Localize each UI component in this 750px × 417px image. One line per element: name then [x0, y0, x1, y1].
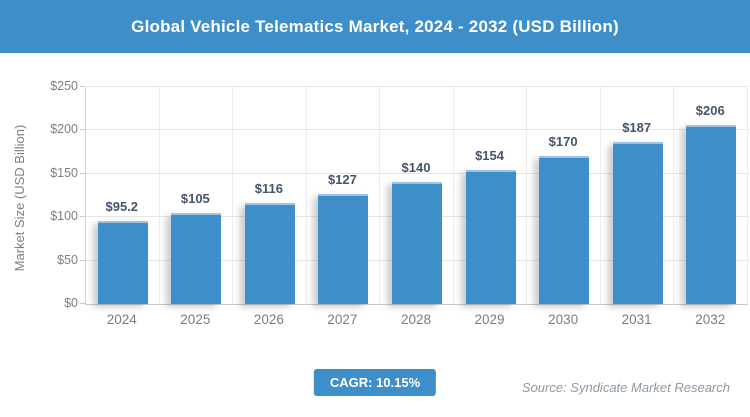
x-axis-tick-label: 2030 [548, 312, 579, 327]
chart-title-banner: Global Vehicle Telematics Market, 2024 -… [0, 0, 750, 53]
chart-title: Global Vehicle Telematics Market, 2024 -… [131, 16, 619, 36]
vertical-gridline [158, 87, 160, 304]
plot-area [80, 86, 748, 305]
y-axis-tick-label: $100 [50, 209, 78, 224]
y-axis-tick-label: $50 [57, 252, 78, 267]
x-axis-tick-label: 2029 [474, 312, 505, 327]
bar-2024 [97, 221, 148, 304]
x-axis-tick-label: 2026 [253, 312, 284, 327]
vertical-gridline [599, 87, 601, 304]
bar-2027 [318, 193, 369, 304]
y-axis-tick-mark [80, 129, 85, 131]
bar-value-label: $170 [548, 134, 578, 150]
y-axis-tick-label: $150 [50, 165, 78, 180]
cagr-label: CAGR: 10.15% [329, 375, 421, 390]
bar-2026 [244, 203, 295, 304]
bar-value-label: $206 [695, 103, 725, 119]
cagr-badge: CAGR: 10.15% [313, 369, 437, 396]
bar-value-label: $140 [401, 160, 431, 176]
y-axis-tick-label: $0 [64, 296, 78, 310]
y-axis-tick-label: $250 [50, 79, 78, 93]
vertical-gridline [526, 87, 528, 304]
x-axis-tick-label: 2027 [327, 312, 358, 327]
y-axis-tick-mark [80, 303, 85, 304]
vertical-gridline [452, 87, 454, 304]
bar-2032 [686, 125, 737, 304]
horizontal-gridline [86, 172, 748, 174]
horizontal-gridline [86, 86, 748, 87]
vertical-gridline [305, 87, 307, 304]
source-credit: Source: Syndicate Market Research [521, 380, 730, 395]
y-axis-tick-label: $200 [50, 122, 78, 137]
bar-2031 [612, 141, 663, 304]
y-axis-tick-mark [80, 259, 85, 261]
x-axis-tick-label: 2025 [180, 312, 211, 327]
vertical-gridline [747, 87, 748, 304]
bar-value-label: $187 [622, 119, 652, 135]
bar-value-label: $95.2 [105, 199, 139, 215]
y-axis-tick-mark [80, 172, 85, 174]
vertical-gridline [232, 87, 234, 304]
vertical-gridline [379, 87, 381, 304]
bar-value-label: $105 [180, 190, 210, 206]
vertical-gridline [673, 87, 675, 304]
bar-value-label: $154 [475, 148, 504, 164]
bar-value-label: $127 [327, 171, 357, 187]
bar-value-label: $116 [254, 181, 283, 197]
y-axis-tick-mark [80, 86, 85, 87]
x-axis-tick-label: 2031 [621, 312, 652, 327]
bar-2029 [465, 170, 516, 304]
x-axis-tick-label: 2032 [695, 312, 726, 327]
bar-2030 [539, 156, 590, 304]
y-axis-tick-mark [80, 216, 85, 218]
x-axis-tick-label: 2024 [106, 312, 137, 327]
bar-2025 [171, 212, 222, 304]
horizontal-gridline [86, 129, 748, 131]
bar-2028 [392, 182, 442, 304]
x-axis-tick-label: 2028 [400, 312, 432, 327]
